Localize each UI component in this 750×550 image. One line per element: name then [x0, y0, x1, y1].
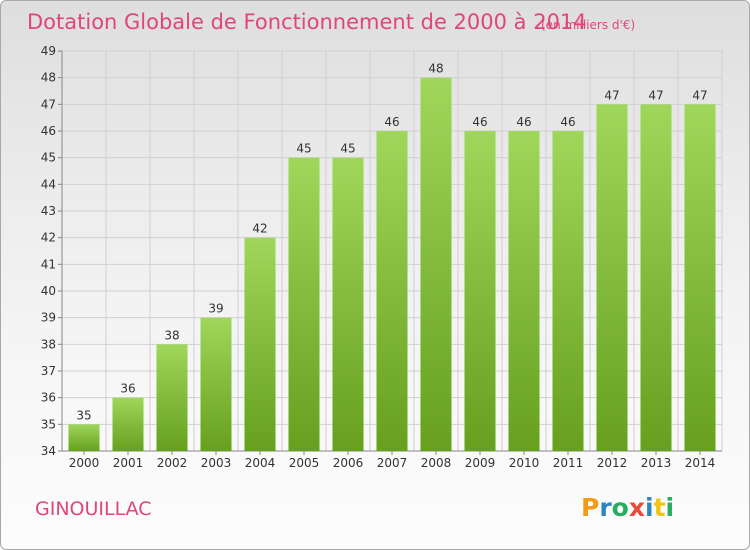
y-tick-label: 44: [41, 177, 56, 191]
value-label-2002: 38: [164, 328, 179, 342]
bar-2008: [420, 77, 452, 452]
bar-2013: [640, 104, 672, 451]
commune-name: GINOUILLAC: [35, 498, 152, 520]
value-label-2014: 47: [692, 88, 707, 102]
x-tick-label-2000: 2000: [69, 456, 100, 470]
y-tick-label: 37: [41, 364, 56, 378]
y-tick-label: 40: [41, 284, 56, 298]
x-tick-label-2006: 2006: [333, 456, 364, 470]
x-tick-label-2005: 2005: [289, 456, 320, 470]
bar-2002: [156, 344, 188, 451]
bar-2014: [684, 104, 716, 451]
value-label-2008: 48: [428, 62, 443, 76]
bar-2004: [244, 237, 276, 451]
proxiti-logo: Proxiti: [581, 493, 674, 522]
y-tick-label: 42: [41, 231, 56, 245]
value-label-2011: 46: [560, 115, 575, 129]
x-tick-label-2007: 2007: [377, 456, 408, 470]
y-tick-label: 45: [41, 151, 56, 165]
bar-2007: [376, 131, 408, 451]
value-label-2009: 46: [472, 115, 487, 129]
y-tick-label: 34: [41, 444, 56, 458]
bar-layer: 35 36 38 39 42 45 45 46 48 46 46 46 47 47 47: [68, 62, 716, 452]
value-label-2012: 47: [604, 88, 619, 102]
y-tick-label: 43: [41, 204, 56, 218]
y-tick-label: 47: [41, 97, 56, 111]
x-tick-label-2003: 2003: [201, 456, 232, 470]
bar-2009: [464, 131, 496, 451]
x-tick-label-2013: 2013: [641, 456, 672, 470]
value-label-2003: 39: [208, 302, 223, 316]
y-tick-label: 41: [41, 257, 56, 271]
value-label-2006: 45: [340, 142, 355, 156]
value-label-2000: 35: [76, 408, 91, 422]
bar-2010: [508, 131, 540, 451]
y-tick-label: 38: [41, 337, 56, 351]
y-tick-label: 39: [41, 311, 56, 325]
y-tick-label: 48: [41, 71, 56, 85]
x-tick-label-2002: 2002: [157, 456, 188, 470]
chart-title: Dotation Globale de Fonctionnement de 20…: [27, 10, 587, 34]
bar-2000: [68, 424, 100, 451]
value-label-2010: 46: [516, 115, 531, 129]
x-tick-label-2010: 2010: [509, 456, 540, 470]
x-tick-label-2004: 2004: [245, 456, 276, 470]
value-label-2007: 46: [384, 115, 399, 129]
chart-unit: (en milliers d'€): [541, 18, 635, 32]
y-tick-label: 49: [41, 44, 56, 58]
y-tick-label: 46: [41, 124, 56, 138]
bar-2001: [112, 397, 144, 451]
y-tick-label: 36: [41, 391, 56, 405]
x-tick-label-2008: 2008: [421, 456, 452, 470]
bar-2011: [552, 131, 584, 451]
bar-2006: [332, 157, 364, 451]
value-label-2005: 45: [296, 142, 311, 156]
value-label-2013: 47: [648, 88, 663, 102]
bar-2003: [200, 317, 232, 451]
axis-layer: 34 35 36 37 38 39 40 41 42 43 44 45 46 47 48 49 2000 2001…: [41, 44, 722, 470]
x-tick-label-2012: 2012: [597, 456, 628, 470]
bar-2005: [288, 157, 320, 451]
x-tick-label-2011: 2011: [553, 456, 584, 470]
x-tick-label-2014: 2014: [685, 456, 716, 470]
bar-2012: [596, 104, 628, 451]
x-tick-label-2009: 2009: [465, 456, 496, 470]
value-label-2001: 36: [120, 382, 135, 396]
y-tick-label: 35: [41, 417, 56, 431]
x-tick-label-2001: 2001: [113, 456, 144, 470]
value-label-2004: 42: [252, 222, 267, 236]
